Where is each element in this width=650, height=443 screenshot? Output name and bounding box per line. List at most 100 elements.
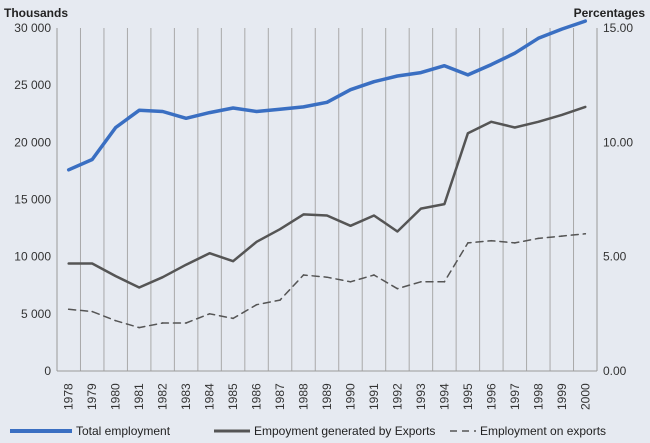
series-2-point (514, 242, 516, 244)
series-0-point (349, 88, 352, 91)
x-tick-label: 1981 (132, 383, 146, 410)
series-0-point (208, 111, 211, 114)
series-0-point (232, 107, 234, 109)
x-tick-label: 1988 (297, 383, 311, 410)
legend-label-export-generated: Empoyment generated by Exports (254, 424, 435, 438)
series-1-point (443, 203, 446, 205)
series-0-point (302, 106, 305, 108)
series-2-point (114, 319, 117, 322)
series-0-point (420, 71, 422, 74)
series-1-point (138, 286, 140, 289)
series-1-point (584, 106, 587, 108)
series-0-point (467, 74, 469, 76)
series-0-point (396, 75, 399, 77)
x-tick-label: 1994 (437, 383, 451, 410)
x-tick-label: 1990 (343, 383, 357, 410)
right-tick-label: 15.00 (603, 21, 633, 35)
series-0-point (67, 168, 70, 171)
x-tick-label: 1980 (109, 383, 123, 410)
series-0-point (161, 110, 164, 113)
series-2-point (584, 233, 587, 235)
x-tick-label: 1979 (85, 383, 99, 410)
right-axis-unit: Percentages (574, 6, 646, 20)
x-tick-label: 1985 (226, 383, 240, 410)
legend: Total employment Empoyment generated by … (10, 424, 606, 438)
x-tick-label: 1996 (484, 383, 498, 410)
series-2-point (443, 281, 446, 283)
series-0-point (514, 52, 516, 54)
left-tick-label: 25 000 (14, 78, 51, 92)
series-2-point (302, 274, 305, 276)
right-tick-label: 5.00 (603, 250, 627, 264)
series-1-point (349, 224, 352, 227)
x-tick-label: 1998 (531, 383, 545, 410)
series-2-point (349, 281, 352, 283)
right-tick-label: 0.00 (603, 364, 627, 378)
series-0-point (138, 109, 140, 112)
left-tick-label: 30 000 (14, 21, 51, 35)
series-0-point (443, 64, 446, 67)
x-tick-labels: 1978 1979 1980 1981 1982 1983 1984 1985 1986 1987… (62, 383, 593, 410)
series-1-point (467, 132, 469, 134)
series-2-point (279, 299, 281, 301)
x-tick-label: 1986 (250, 383, 264, 410)
series-2-point (326, 276, 328, 279)
left-axis-unit: Thousands (4, 6, 68, 20)
series-1-point (161, 276, 164, 279)
plot-area (57, 28, 597, 371)
x-tick-label: 1982 (156, 383, 170, 410)
series-1-point (279, 228, 281, 231)
x-tick-label: 1992 (390, 383, 404, 410)
series-1-point (114, 275, 117, 277)
series-0-point (255, 110, 258, 113)
series-0-point (560, 28, 563, 30)
x-tick-label: 1997 (508, 383, 522, 410)
left-tick-label: 5 000 (21, 307, 51, 321)
left-tick-label: 15 000 (14, 193, 51, 207)
series-1-point (420, 207, 422, 210)
vertical-gridlines (79, 28, 575, 371)
series-2-point (420, 281, 422, 283)
series-2-point (373, 274, 375, 276)
series-1-point (514, 126, 516, 129)
series-0-point (584, 20, 587, 22)
x-tick-label: 1993 (414, 383, 428, 410)
series-lines (66, 19, 588, 329)
x-tick-label: 1978 (62, 383, 76, 410)
x-tick-label: 1995 (461, 383, 475, 410)
legend-label-employment-on-exports: Employment on exports (480, 424, 606, 438)
series-2-point (208, 313, 211, 315)
series-0-point (279, 108, 281, 110)
series-1-point (91, 262, 94, 265)
series-0-point (490, 63, 493, 66)
series-1-point (67, 262, 70, 265)
x-tick-label: 1999 (555, 383, 569, 410)
left-tick-label: 20 000 (14, 135, 51, 149)
series-1-point (560, 114, 563, 116)
series-1-point (326, 214, 328, 217)
series-1-point (208, 252, 211, 255)
series-0-point (114, 126, 117, 129)
left-tick-label: 0 (44, 364, 51, 378)
legend-label-total-employment: Total employment (76, 424, 171, 438)
series-1-point (185, 263, 187, 266)
series-2-point (467, 242, 469, 244)
series-1-point (396, 230, 399, 233)
series-0-point (537, 37, 540, 40)
series-2-point (560, 235, 563, 237)
series-2-point (490, 239, 493, 242)
series-0-point (373, 80, 375, 83)
x-tick-label: 2000 (578, 383, 592, 410)
right-tick-labels: 0.00 5.00 10.00 15.00 (603, 21, 633, 378)
right-tick-label: 10.00 (603, 135, 633, 149)
x-tick-label: 1983 (179, 383, 193, 410)
series-1-point (255, 241, 258, 243)
x-tick-label: 1991 (367, 383, 381, 410)
series-2-point (185, 322, 187, 324)
series-2-point (138, 326, 140, 329)
x-tick-label: 1984 (203, 383, 217, 410)
left-tick-labels: 0 5 000 10 000 15 000 20 000 25 000 30 000 (14, 21, 51, 378)
series-2-point (161, 322, 164, 324)
series-1-point (232, 260, 234, 263)
